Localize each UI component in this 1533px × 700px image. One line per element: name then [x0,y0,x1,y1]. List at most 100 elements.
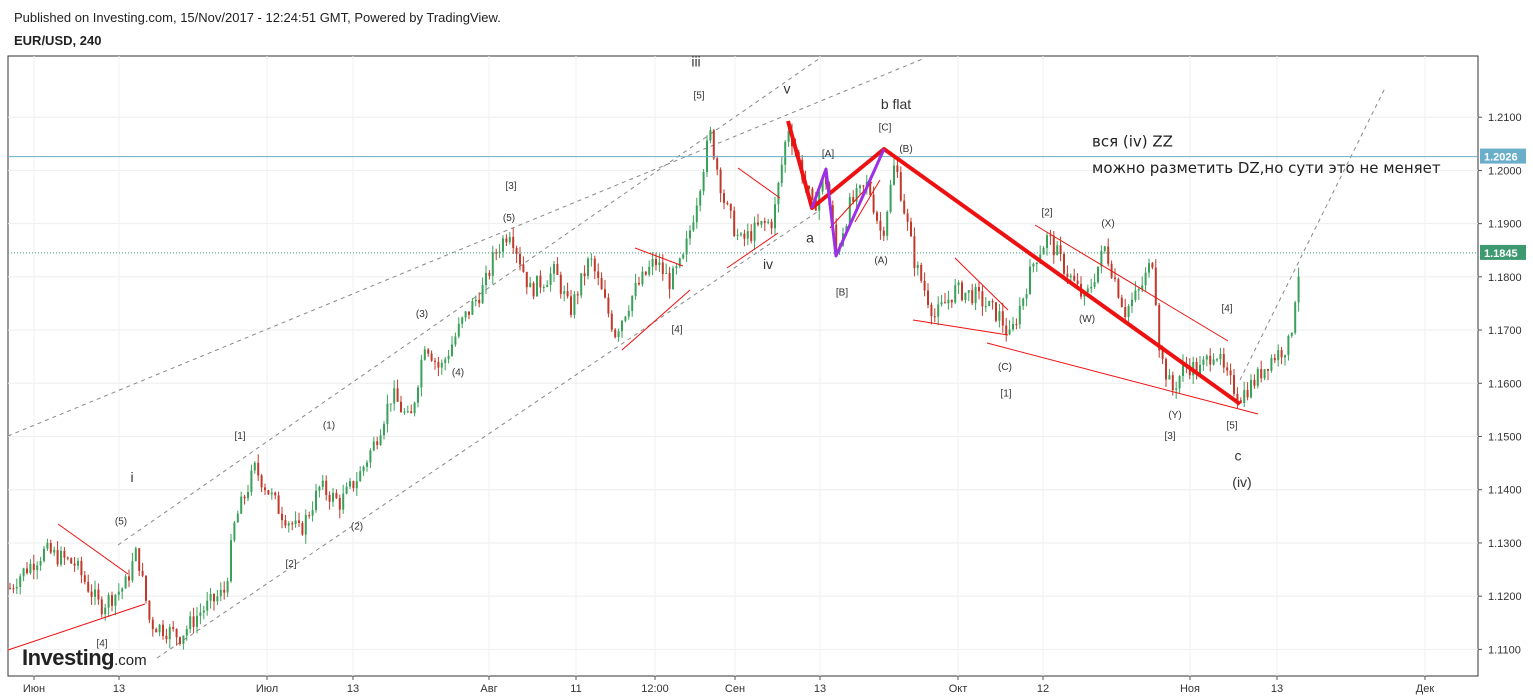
wave-label: [4] [671,325,682,336]
candle-body [1042,247,1045,255]
candle-body [859,185,861,189]
trend-line-thin[interactable] [726,232,779,269]
candle-body [1287,335,1290,356]
candle-body [43,548,45,561]
candle-body [315,490,317,511]
candle-body [155,629,158,633]
trend-line-thin[interactable] [57,523,129,575]
candle-body [767,221,770,223]
candle-body [56,549,59,565]
channel-line[interactable] [1239,87,1386,381]
wave-label: iii [691,54,700,70]
candle-body [488,272,491,276]
wave-label: (1) [323,421,335,432]
trend-line-thin[interactable] [621,289,691,351]
candle-body [247,492,249,499]
candle-body [1025,294,1028,299]
candle-body [321,480,324,487]
candle-body [1199,364,1201,374]
candle-body [1056,245,1059,256]
candle-body [872,194,875,213]
candle-body [104,607,107,615]
symbol-title[interactable]: EUR/USD, 240 [14,33,102,48]
candle-body [1209,355,1212,365]
candle-body [410,411,413,414]
wave-label: [B] [836,287,848,298]
candle-body [852,197,855,202]
candle-body [291,523,294,525]
trend-line-thin[interactable] [1034,224,1229,342]
candle-body [417,387,419,403]
candle-body [689,230,691,239]
candle-body [1202,359,1205,365]
candle-body [444,359,447,363]
abc-zigzag-line[interactable] [786,120,1242,406]
candle-body [570,296,572,315]
x-tick-label: Дек [1416,683,1435,695]
wave-label: (5) [503,213,515,224]
candle-body [1141,285,1144,290]
x-tick-label: 13 [347,683,359,695]
wave-label: iv [763,256,773,272]
candle-body [1107,246,1110,264]
candle-body [1250,379,1252,398]
candle-body [257,462,260,476]
trend-line-thin[interactable] [737,167,781,199]
candle-body [1256,368,1259,386]
candle-body [855,188,858,202]
candle-body [192,616,195,627]
trend-line-thin[interactable] [912,319,1009,336]
x-tick-label: 13 [113,683,125,695]
trend-line-thin[interactable] [7,603,146,651]
candle-body [882,230,885,236]
wave-label: v [784,80,791,96]
candle-body [1246,390,1249,398]
y-tick-label: 1.2100 [1488,112,1522,124]
candle-body [1154,267,1157,305]
candle-body [87,581,90,592]
candle-body [995,302,997,321]
candle-body [910,221,912,237]
candle-body [386,403,389,425]
trend-line-thin[interactable] [634,247,684,267]
channel-line[interactable] [7,57,926,437]
candle-body [978,287,980,292]
candle-body [590,258,593,260]
channel-line[interactable] [156,209,821,659]
candle-body [9,588,11,590]
candle-body [641,271,644,285]
candle-body [481,284,484,304]
channel-line[interactable] [117,57,821,546]
candle-body [434,360,436,362]
last-price-tag [1480,244,1526,260]
trend-line-thin[interactable] [954,257,1009,311]
candle-body [1124,307,1127,318]
candle-body [1182,363,1184,377]
trend-line-thin[interactable] [854,179,881,223]
candle-body [49,542,52,553]
candle-body [760,220,763,225]
x-tick-label: 13 [814,683,826,695]
x-tick-label: Авг [480,683,497,695]
wave-label: (A) [874,256,887,267]
candle-body [1018,305,1021,325]
candle-body [634,282,637,296]
wave-label: (B) [899,144,912,155]
candle-body [950,299,953,303]
candle-body [464,311,467,318]
candle-body [308,515,311,517]
candle-body [774,204,776,229]
candle-body [168,627,171,640]
candle-body [1294,302,1297,333]
wave-label: (X) [1101,218,1114,229]
abc-subwave-line[interactable] [810,148,886,258]
candle-body [988,301,991,307]
candle-body [1086,288,1089,293]
candle-body [1022,298,1025,306]
candle-body [668,272,671,290]
candle-body [1090,286,1093,289]
candle-body [940,302,943,305]
candle-body [175,629,178,638]
trend-line-thin[interactable] [986,342,1259,415]
